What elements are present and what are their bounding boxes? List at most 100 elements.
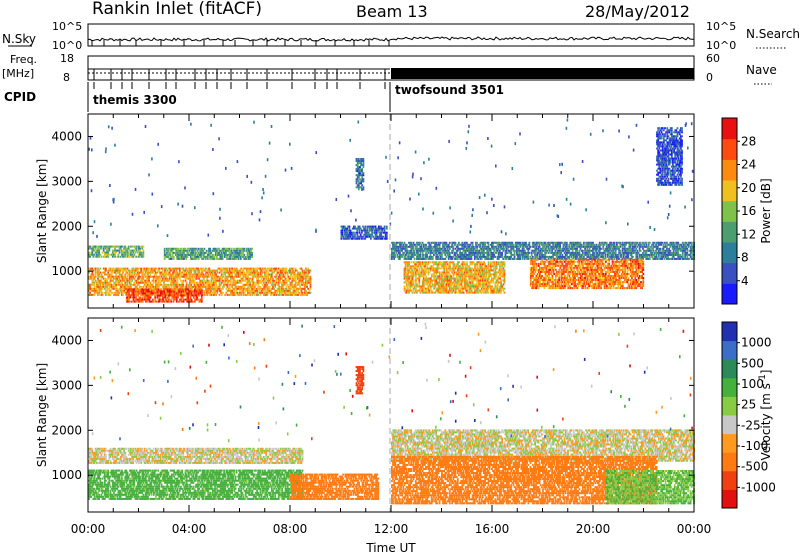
echo-cell — [172, 254, 174, 256]
echo-cell — [488, 256, 490, 258]
echo-cell — [93, 280, 95, 282]
echo-cell — [310, 270, 312, 272]
echo-cell — [539, 244, 541, 246]
echo-cell — [488, 244, 490, 246]
echo-cell — [260, 280, 262, 282]
echo-cell — [138, 274, 140, 276]
echo-cell — [147, 270, 149, 272]
echo-cell — [229, 294, 231, 296]
echo-cell — [167, 256, 169, 258]
echo-cell — [128, 291, 130, 293]
echo-cell — [480, 244, 482, 246]
echo-cell — [421, 244, 423, 246]
echo-cell — [218, 252, 220, 254]
echo-cell — [263, 270, 265, 272]
echo-cell — [161, 295, 163, 297]
echo-cell — [206, 250, 208, 252]
echo-cell — [240, 292, 242, 294]
echo-cell — [216, 250, 218, 252]
echo-cell — [386, 236, 388, 238]
echo-cell — [263, 278, 265, 280]
echo-cell — [209, 250, 211, 252]
echo-cell — [649, 258, 651, 260]
echo-cell — [148, 280, 150, 282]
echo-cell — [189, 274, 191, 276]
echo-cell — [193, 278, 195, 280]
echo-cell — [182, 286, 184, 288]
echo-cell — [93, 256, 95, 258]
echo-cell — [413, 246, 415, 248]
echo-cell — [115, 286, 117, 288]
echo-cell — [113, 276, 115, 278]
echo-cell — [361, 184, 363, 186]
echo-cell — [205, 286, 207, 288]
echo-cell — [112, 292, 114, 294]
echo-cell — [119, 252, 121, 254]
echo-cell — [94, 286, 96, 288]
echo-cell — [566, 254, 568, 256]
echo-cell — [310, 278, 312, 280]
echo-cell — [264, 288, 266, 290]
echo-cell — [222, 258, 224, 260]
nsearch-label: N.Search — [746, 27, 800, 41]
echo-cell — [119, 250, 121, 252]
echo-cell — [242, 256, 244, 258]
echo-cell — [543, 246, 545, 248]
echo-cell — [476, 246, 478, 248]
echo-cell — [368, 232, 370, 234]
echo-cell — [525, 244, 527, 246]
echo-cell — [504, 248, 506, 250]
echo-cell — [649, 242, 651, 244]
echo-cell — [268, 272, 270, 274]
echo-cell — [350, 230, 352, 232]
echo-cell — [477, 258, 479, 260]
echo-cell — [265, 282, 267, 284]
echo-cell — [511, 242, 513, 244]
echo-cell — [137, 291, 139, 293]
echo-cell — [152, 301, 154, 303]
echo-cell — [688, 246, 690, 248]
echo-cell — [682, 252, 684, 254]
echo-cell — [162, 268, 164, 270]
echo-cell — [203, 282, 205, 284]
echo-cell — [195, 270, 197, 272]
echo-cell — [148, 278, 150, 280]
echo-cell — [418, 244, 420, 246]
echo-cell — [441, 248, 443, 250]
echo-cell — [98, 252, 100, 254]
echo-cell — [305, 290, 307, 292]
echo-cell — [143, 276, 145, 278]
echo-cell — [282, 286, 284, 288]
echo-cell — [441, 254, 443, 256]
echo-cell — [358, 184, 360, 186]
echo-cell — [414, 252, 416, 254]
echo-cell — [94, 278, 96, 280]
echo-cell — [135, 301, 137, 303]
echo-cell — [132, 268, 134, 270]
echo-cell — [204, 270, 206, 272]
echo-cell — [251, 252, 253, 254]
echo-cell — [359, 232, 361, 234]
echo-cell — [452, 250, 454, 252]
echo-cell — [119, 282, 121, 284]
echo-cell — [483, 254, 485, 256]
echo-cell — [372, 236, 374, 238]
echo-cell — [252, 278, 254, 280]
echo-cell — [358, 188, 360, 190]
echo-cell — [296, 292, 298, 294]
echo-cell — [566, 246, 568, 248]
echo-cell — [666, 248, 668, 250]
echo-cell — [296, 270, 298, 272]
echo-cell — [137, 252, 139, 254]
echo-cell — [94, 294, 96, 296]
echo-cell — [523, 248, 525, 250]
echo-cell — [589, 248, 591, 250]
echo-cell — [479, 250, 481, 252]
echo-cell — [455, 248, 457, 250]
echo-cell — [98, 292, 100, 294]
echo-cell — [622, 250, 624, 252]
echo-cell — [159, 301, 161, 303]
echo-cell — [278, 282, 280, 284]
echo-cell — [310, 276, 312, 278]
echo-cell — [404, 286, 406, 288]
